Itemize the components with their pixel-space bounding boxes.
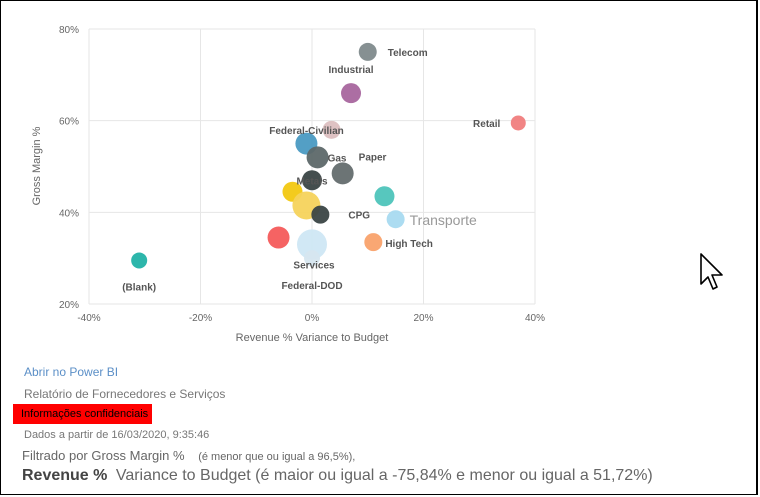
y-tick-labels: 20% 40% 60% 80% bbox=[59, 25, 79, 311]
data-label: Paper bbox=[359, 152, 387, 163]
filter1-condition: (é menor que ou igual a 96,5%), bbox=[198, 451, 356, 463]
data-point[interactable] bbox=[131, 252, 148, 269]
data-label: (Blank) bbox=[122, 282, 156, 293]
data-point[interactable] bbox=[364, 233, 383, 252]
data-point[interactable] bbox=[510, 115, 526, 131]
data-point[interactable] bbox=[331, 162, 354, 185]
y-axis-label: Gross Margin % bbox=[31, 126, 43, 205]
data-label: Federal-DOD bbox=[281, 281, 342, 292]
data-label: Retail bbox=[473, 119, 500, 130]
data-label: Gas bbox=[328, 153, 347, 164]
y-tick-label: 20% bbox=[59, 300, 79, 311]
data-label: CPG bbox=[348, 211, 370, 222]
x-tick-label: 20% bbox=[413, 313, 433, 324]
data-point[interactable] bbox=[322, 120, 341, 139]
scatter-chart: 20% 40% 60% 80% -40% -20% 0% 20% 40% Telecom Ind… bbox=[31, 25, 545, 344]
data-point[interactable] bbox=[311, 205, 330, 224]
x-tick-label: 0% bbox=[305, 313, 320, 324]
data-point[interactable] bbox=[306, 146, 329, 169]
data-labels: Telecom Industrial Retail Federal-Civilian G… bbox=[122, 48, 500, 294]
mouse-cursor-icon bbox=[700, 253, 723, 290]
x-tick-label: -20% bbox=[189, 313, 212, 324]
data-label: Federal-Civilian bbox=[269, 126, 343, 137]
filter-gross-margin: Filtrado por Gross Margin % (é menor que… bbox=[22, 448, 355, 463]
data-label: Metals bbox=[296, 176, 328, 187]
data-label: High Tech bbox=[385, 239, 433, 250]
data-point[interactable] bbox=[304, 250, 320, 267]
data-point[interactable] bbox=[358, 42, 377, 61]
filter1-field: Filtrado por Gross Margin % bbox=[22, 448, 185, 463]
data-point[interactable] bbox=[297, 229, 327, 260]
filter2-field: Revenue % bbox=[22, 467, 108, 484]
filter2-condition: Variance to Budget (é maior ou igual a -… bbox=[115, 467, 653, 484]
grid-lines bbox=[88, 28, 536, 305]
x-tick-labels: -40% -20% 0% 20% 40% bbox=[77, 313, 545, 324]
data-points bbox=[131, 42, 526, 269]
data-date: Dados a partir de 16/03/2020, 9:35:46 bbox=[24, 429, 210, 441]
data-label: Services bbox=[293, 260, 335, 271]
report-name: Relatório de Fornecedores e Serviços bbox=[24, 387, 226, 401]
data-label: Transporte bbox=[410, 212, 477, 228]
y-tick-label: 80% bbox=[59, 25, 79, 36]
data-point[interactable] bbox=[302, 170, 322, 191]
filter-revenue-variance: Revenue % Variance to Budget (é maior ou… bbox=[22, 467, 653, 485]
data-point[interactable] bbox=[374, 186, 395, 207]
data-label: Industrial bbox=[329, 65, 374, 76]
y-tick-label: 40% bbox=[59, 208, 79, 219]
data-point[interactable] bbox=[341, 83, 362, 104]
data-label: Telecom bbox=[388, 48, 428, 59]
data-point[interactable] bbox=[386, 210, 405, 229]
y-tick-label: 60% bbox=[59, 117, 79, 128]
x-tick-label: 40% bbox=[525, 313, 545, 324]
data-point[interactable] bbox=[267, 226, 290, 249]
x-axis-label: Revenue % Variance to Budget bbox=[236, 332, 389, 344]
x-tick-label: -40% bbox=[77, 313, 100, 324]
open-in-powerbi-link[interactable]: Abrir no Power BI bbox=[24, 365, 119, 379]
confidential-badge: Informações confidenciais bbox=[13, 404, 152, 424]
